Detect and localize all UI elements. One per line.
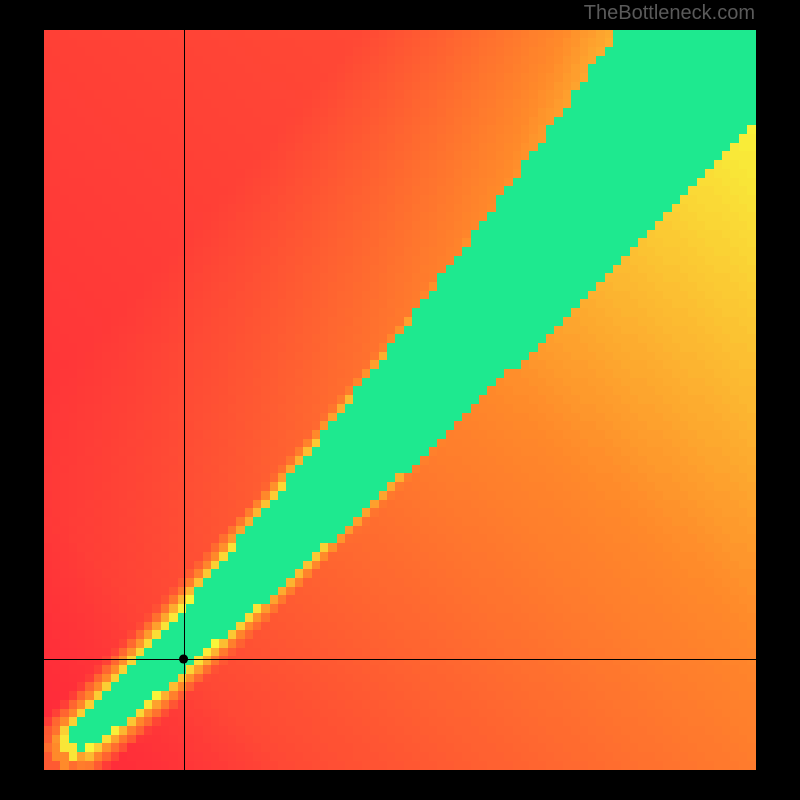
chart-container: TheBottleneck.com xyxy=(0,0,800,800)
heatmap-plot xyxy=(44,30,756,770)
attribution-text: TheBottleneck.com xyxy=(584,2,755,25)
heatmap-canvas xyxy=(44,30,756,770)
